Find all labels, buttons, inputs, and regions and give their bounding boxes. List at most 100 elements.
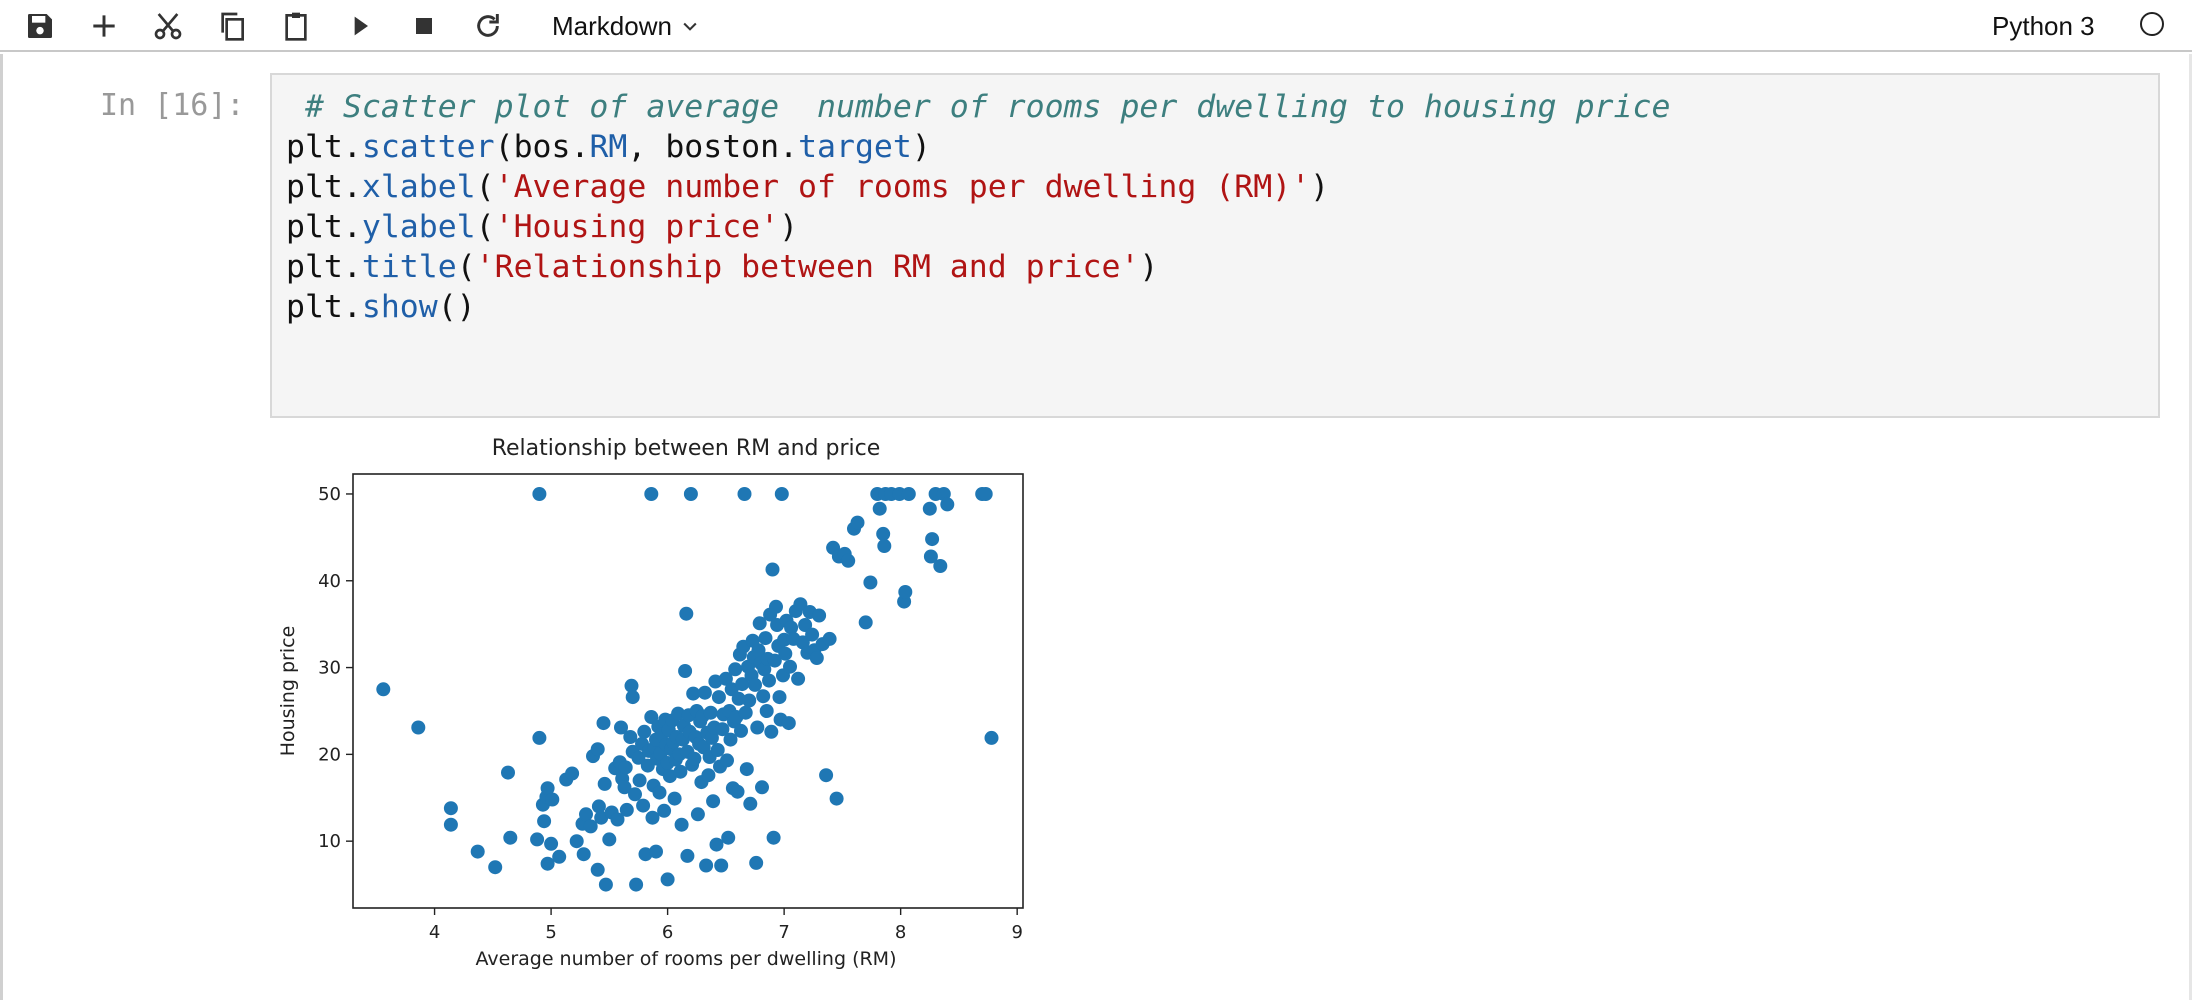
x-tick-label: 8 <box>895 922 906 943</box>
data-point <box>686 686 701 701</box>
data-point <box>858 615 873 630</box>
data-point <box>631 750 646 765</box>
insert-cell-button[interactable] <box>80 6 128 46</box>
data-point <box>978 487 993 501</box>
data-point <box>850 515 865 530</box>
data-point <box>591 799 606 814</box>
data-point <box>625 690 640 705</box>
data-point <box>644 487 659 501</box>
data-point <box>750 720 765 735</box>
run-button[interactable] <box>336 6 384 46</box>
data-point <box>628 787 642 802</box>
data-point <box>411 720 426 735</box>
data-point <box>579 807 593 822</box>
chart-title: Relationship between RM and price <box>492 436 881 461</box>
data-point <box>734 723 748 738</box>
data-point <box>767 653 782 668</box>
data-point <box>812 608 827 623</box>
code-function: show <box>361 289 438 325</box>
data-point <box>649 844 663 859</box>
data-point <box>596 716 611 731</box>
copy-button[interactable] <box>208 6 256 46</box>
data-point <box>793 597 808 612</box>
data-point <box>617 780 632 795</box>
code-token: ) <box>779 209 799 245</box>
data-point <box>765 562 780 577</box>
restart-kernel-button[interactable] <box>464 6 512 46</box>
data-point <box>730 784 745 799</box>
cut-button[interactable] <box>144 6 192 46</box>
stop-icon <box>416 18 432 34</box>
x-tick-label: 6 <box>662 922 673 943</box>
paste-icon <box>285 12 307 41</box>
data-point <box>728 662 743 677</box>
data-point <box>704 730 719 745</box>
x-tick-label: 9 <box>1011 922 1022 943</box>
data-point <box>532 487 547 501</box>
data-point <box>687 751 702 766</box>
data-point <box>877 539 892 553</box>
data-point <box>781 716 796 731</box>
data-point <box>540 856 555 871</box>
kernel-name: Python 3 <box>1992 11 2095 41</box>
x-tick-label: 4 <box>429 922 440 943</box>
data-point <box>709 837 724 852</box>
data-point <box>769 599 783 614</box>
data-point <box>667 791 682 806</box>
data-point <box>731 691 746 706</box>
cell-type-dropdown[interactable]: Markdown <box>552 9 700 43</box>
code-token: plt. <box>286 289 362 325</box>
data-point <box>598 877 613 892</box>
data-point <box>714 858 729 873</box>
save-button[interactable] <box>16 6 64 46</box>
data-point <box>805 627 820 642</box>
y-tick-label: 20 <box>318 744 341 765</box>
code-editor[interactable]: # Scatter plot of average number of room… <box>270 73 2160 418</box>
code-token: (bos. <box>494 129 590 165</box>
paste-button[interactable] <box>272 6 320 46</box>
code-token: ( <box>456 249 476 285</box>
data-point <box>752 616 767 631</box>
data-point <box>488 860 503 875</box>
data-point <box>758 631 773 646</box>
data-point <box>703 705 718 720</box>
y-axis-ticks: 10 20 30 40 50 <box>318 484 353 852</box>
code-token: plt. <box>286 169 362 205</box>
code-token: () <box>437 289 476 325</box>
code-token: ( <box>475 169 495 205</box>
data-point <box>706 794 721 809</box>
scatter-chart: Relationship between RM and price 4 5 6 7 8 9… <box>277 436 1024 970</box>
data-point <box>662 769 677 784</box>
data-point <box>766 830 781 845</box>
data-point <box>583 819 598 834</box>
data-point <box>537 814 552 829</box>
scissors-icon <box>154 13 182 40</box>
data-point <box>590 862 605 877</box>
data-point <box>699 858 714 873</box>
code-function: title <box>361 249 457 285</box>
code-token: ( <box>475 209 495 245</box>
data-point <box>723 732 738 747</box>
data-point <box>829 791 844 806</box>
data-point <box>901 487 916 501</box>
data-point <box>637 724 652 739</box>
data-point <box>501 765 515 780</box>
data-point <box>671 706 686 721</box>
data-point <box>530 832 545 847</box>
plus-icon <box>93 15 115 37</box>
interrupt-button[interactable] <box>400 6 448 46</box>
data-point <box>544 836 559 851</box>
data-point <box>784 620 799 635</box>
data-point <box>632 773 647 788</box>
data-point <box>644 710 659 724</box>
data-point <box>678 664 693 678</box>
restart-icon <box>477 14 499 37</box>
code-token: ) <box>1139 249 1159 285</box>
data-point <box>898 585 913 599</box>
y-tick-label: 40 <box>318 571 341 592</box>
code-token: plt. <box>286 249 362 285</box>
code-function: ylabel <box>361 209 476 245</box>
code-string: 'Housing price' <box>494 209 780 245</box>
data-point <box>652 785 667 800</box>
data-point <box>660 872 675 887</box>
